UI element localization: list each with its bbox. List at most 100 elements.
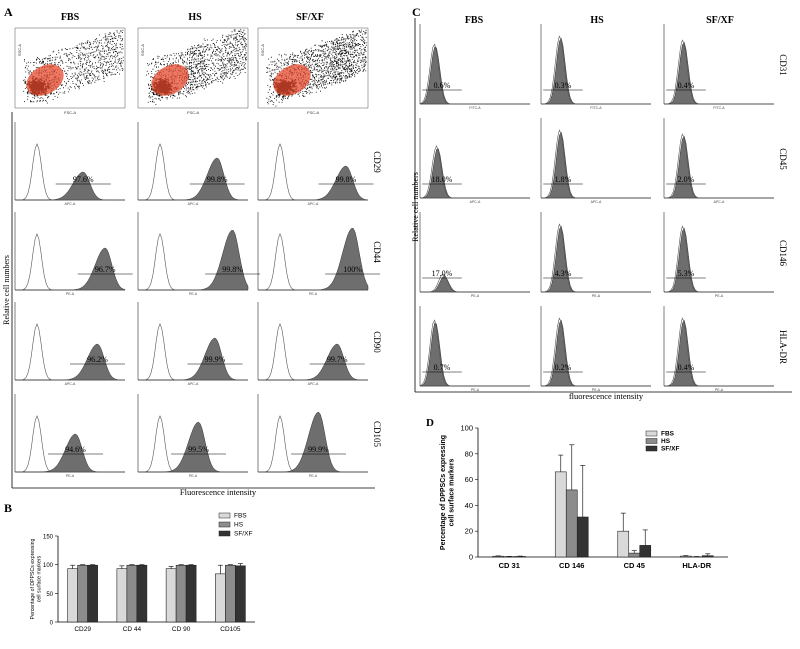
stained-peak: [541, 37, 651, 105]
percent-positive-label: 4.3%: [555, 269, 572, 278]
channel-label: FITC-A: [469, 106, 481, 110]
channel-label: PE-A: [471, 294, 480, 298]
panel-c-header-sfxf: SF/XF: [706, 15, 734, 26]
panel-label-c: C: [412, 5, 421, 19]
stained-peak: [419, 322, 530, 387]
legend-swatch: [645, 438, 658, 444]
scatter-plot-sfxf: SSC-A FSC-A: [257, 27, 369, 115]
bar-sfxf-3: [235, 565, 246, 623]
bar-sfxf-1: [576, 516, 589, 558]
percent-positive-label: 99.8%: [336, 175, 357, 184]
stained-peak: [541, 225, 651, 293]
legend-label: HS: [661, 438, 671, 445]
marker-label-cd44: CD44: [372, 241, 382, 263]
histogram-cd45-sfxf: 2.0% APC-A: [663, 118, 774, 204]
y-axis-label: Percentage of DPPSCs expressingcell surf…: [30, 539, 43, 620]
category-label: CD 146: [559, 561, 584, 570]
stained-peak: [419, 148, 530, 199]
category-label: CD 44: [123, 626, 142, 633]
control-peak: [541, 223, 651, 293]
panel-label-b: B: [4, 501, 12, 515]
stained-peak: [664, 41, 774, 105]
stained-peak: [420, 275, 530, 293]
gate-region: [151, 64, 189, 96]
scatter-x-label: FSC-A: [187, 110, 199, 115]
channel-label: PE-A: [309, 474, 318, 478]
category-label: CD 45: [624, 561, 645, 570]
channel-label: PE-A: [471, 388, 480, 392]
legend-label: SF/XF: [234, 531, 252, 538]
panel-c-histograms: 0.6% FITC-A 0.3% FITC-A 0.4% FITC-A CD31 18.0% A…: [419, 24, 788, 392]
y-tick-label: 100: [43, 563, 54, 569]
control-peak: [258, 143, 368, 201]
marker-label-hla-dr: HLA-DR: [778, 330, 788, 364]
y-tick-label: 20: [465, 527, 473, 536]
panel-a-y-axis-label: Relative cell numbers: [2, 255, 11, 325]
panel-a-header-fbs: FBS: [61, 12, 80, 23]
control-peak: [420, 273, 530, 293]
histogram-cd31-hs: 0.3% FITC-A: [540, 24, 651, 110]
bar-fbs-3: [215, 573, 226, 623]
scatter-y-label: SSC-A: [17, 44, 22, 57]
stained-peak: [664, 319, 774, 387]
percent-positive-label: 0.6%: [434, 81, 451, 90]
legend-label: SF/XF: [661, 446, 679, 453]
histogram-cd105-hs: 99.5% PE-A: [137, 394, 248, 478]
y-tick-label: 100: [460, 424, 473, 433]
control-peak: [15, 143, 125, 201]
percent-positive-label: 2.0%: [678, 175, 695, 184]
stained-peak: [541, 319, 651, 387]
control-peak: [138, 323, 248, 381]
histogram-cd105-sfxf: 99.9% PE-A: [257, 394, 368, 478]
category-label: HLA-DR: [682, 561, 711, 570]
channel-label: PE-A: [715, 294, 724, 298]
panel-b-bar-chart: 0 50 100 150 CD29 CD 44 CD 90 CD105 FBS HS SF/XF Pe…: [30, 513, 255, 633]
bar-hs-0: [77, 564, 88, 623]
percent-positive-label: 1.8%: [555, 175, 572, 184]
category-label: CD29: [74, 626, 91, 633]
histogram-cd45-fbs: 18.0% APC-A: [419, 118, 530, 204]
gate-region: [26, 64, 64, 96]
channel-label: PE-A: [189, 474, 198, 478]
channel-label: APC-A: [308, 202, 319, 206]
percent-positive-label: 5.3%: [678, 269, 695, 278]
bar-fbs-0: [67, 568, 78, 623]
stained-peak: [664, 227, 774, 293]
percent-positive-label: 18.0%: [432, 175, 453, 184]
histogram-hla-dr-hs: 0.2% PE-A: [540, 306, 651, 392]
bar-fbs-3: [679, 555, 692, 558]
histogram-cd90-fbs: 96.2% APC-A: [14, 302, 125, 386]
category-label: CD 90: [172, 626, 191, 633]
channel-label: APC-A: [188, 202, 199, 206]
bar-hs-1: [565, 489, 578, 558]
marker-label-cd31: CD31: [778, 54, 788, 76]
percent-positive-label: 0.3%: [555, 81, 572, 90]
scatter-x-label: FSC-A: [64, 110, 76, 115]
stained-peak: [138, 157, 248, 201]
histogram-cd31-fbs: 0.6% FITC-A: [419, 24, 530, 110]
control-peak: [15, 415, 125, 473]
scatter-y-label: SSC-A: [260, 44, 265, 57]
channel-label: PE-A: [189, 292, 198, 296]
channel-label: APC-A: [714, 200, 725, 204]
channel-label: APC-A: [65, 202, 76, 206]
legend-swatch: [218, 521, 231, 528]
scatter-plot-fbs: SSC-A FSC-A: [14, 27, 126, 115]
percent-positive-label: 0.7%: [434, 363, 451, 372]
y-tick-label: 60: [465, 475, 473, 484]
bar-hs-2: [628, 552, 641, 558]
marker-label-cd29: CD29: [372, 151, 382, 173]
percent-positive-label: 99.9%: [308, 445, 329, 454]
panel-c-header-hs: HS: [590, 15, 604, 26]
panel-c-y-axis-label: Relative cell numbers: [411, 172, 420, 242]
y-tick-label: 50: [46, 592, 53, 598]
panel-a-histograms: 97.6% APC-A 99.8% APC-A 99.8% APC-A CD29 96.7% P…: [14, 122, 382, 478]
stained-peak: [258, 343, 368, 381]
percent-positive-label: 99.5%: [188, 445, 209, 454]
panel-label-d: D: [426, 417, 434, 429]
histogram-cd146-hs: 4.3% PE-A: [540, 212, 651, 298]
scatter-plot-hs: SSC-A FSC-A: [137, 27, 249, 115]
channel-label: APC-A: [591, 200, 602, 204]
legend-label: FBS: [234, 513, 247, 520]
